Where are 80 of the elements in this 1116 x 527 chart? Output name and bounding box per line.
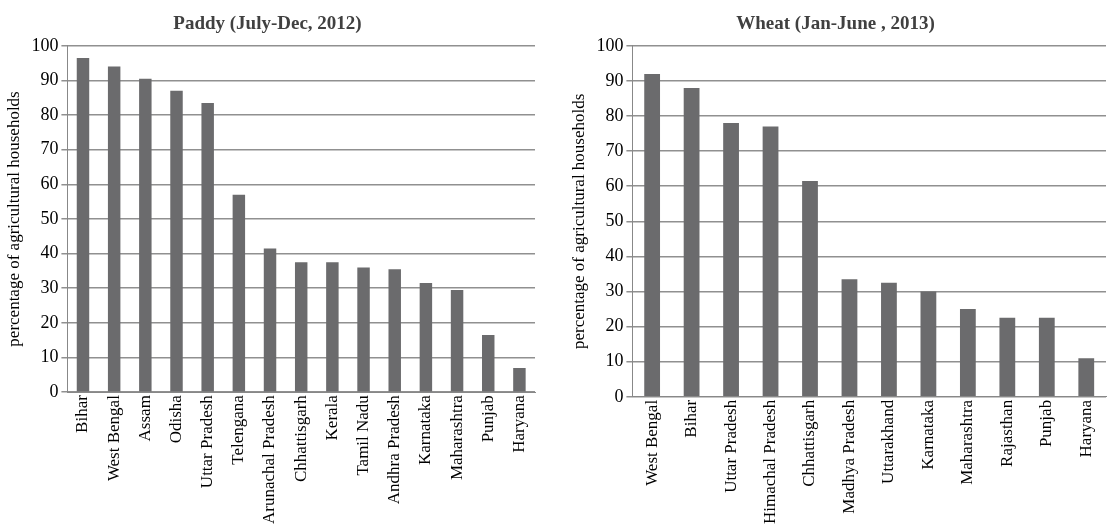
x-tick-label: Arunachal Pradesh	[259, 394, 279, 525]
x-tick-label: Maharashtra	[957, 399, 977, 485]
x-tick-label: Andhra Pradesh	[384, 394, 404, 505]
bar	[107, 66, 121, 392]
bar	[762, 126, 779, 397]
x-tick-label: Maharashtra	[446, 394, 466, 481]
x-tick-label: Bihar	[681, 399, 701, 438]
y-tick-label: 20	[40, 311, 59, 332]
y-tick-label: 50	[605, 210, 624, 231]
x-tick-label: Chhattisgarh	[290, 394, 310, 483]
x-tick-label: Haryana	[508, 394, 528, 453]
bar	[419, 283, 433, 392]
y-tick-label: 50	[40, 207, 59, 228]
bar	[841, 279, 858, 397]
x-tick-label: West Bengal	[103, 394, 123, 482]
y-tick-label: 80	[40, 103, 59, 124]
y-tick-label: 100	[31, 34, 59, 55]
y-tick-label: 70	[40, 138, 59, 159]
y-tick-label: 0	[49, 380, 59, 401]
y-tick-label: 30	[605, 280, 624, 301]
y-tick-label: 40	[605, 245, 624, 266]
x-tick-label: Uttarakhand	[878, 399, 898, 484]
chart-title: Wheat (Jan-June , 2013)	[736, 12, 935, 35]
bar	[76, 57, 90, 392]
bar	[450, 289, 464, 392]
bar	[170, 90, 183, 392]
bar	[723, 123, 739, 397]
y-tick-label: 20	[605, 315, 624, 336]
bar	[513, 367, 526, 392]
y-axis-title: percentage of agricultural households	[568, 93, 588, 350]
bar	[920, 291, 937, 397]
bar	[139, 78, 152, 392]
x-tick-label: Himachal Pradesh	[760, 399, 779, 524]
bar	[959, 309, 976, 397]
x-tick-label: Kerala	[321, 394, 341, 441]
x-tick-label: Telengana	[228, 394, 248, 465]
x-tick-label: Chhattisgarh	[799, 399, 819, 487]
bar	[201, 102, 214, 392]
y-tick-label: 10	[605, 350, 624, 371]
y-tick-label: 30	[40, 276, 59, 297]
bar	[326, 262, 339, 392]
x-tick-label: Assam	[134, 395, 154, 442]
x-tick-label: Punjab	[1036, 399, 1056, 448]
bar	[683, 87, 700, 397]
bar	[263, 248, 277, 392]
x-tick-label: Haryana	[1075, 399, 1095, 458]
bar	[644, 73, 661, 397]
x-tick-label: Karnataka	[917, 399, 937, 470]
y-tick-label: 90	[605, 69, 624, 90]
x-tick-label: Madhya Pradesh	[838, 399, 858, 514]
y-tick-label: 60	[40, 173, 59, 194]
bar	[388, 269, 401, 392]
y-tick-label: 0	[614, 385, 624, 406]
x-tick-label: Rajasthan	[996, 399, 1016, 467]
bar	[482, 334, 495, 392]
y-tick-label: 60	[605, 174, 624, 195]
y-tick-label: 90	[40, 69, 59, 90]
y-tick-label: 100	[596, 34, 624, 55]
x-tick-label: Odisha	[165, 394, 185, 444]
bar	[1038, 317, 1055, 397]
y-tick-label: 80	[605, 104, 624, 125]
x-tick-label: Punjab	[477, 395, 497, 443]
y-tick-label: 10	[40, 346, 59, 367]
bar	[1078, 358, 1095, 397]
bar	[802, 180, 818, 397]
bar	[232, 194, 246, 392]
y-axis-title: percentage of agricultural households	[3, 91, 23, 347]
x-tick-label: Uttar Pradesh	[197, 394, 217, 489]
x-tick-label: Uttar Pradesh	[720, 399, 740, 493]
bar	[357, 267, 370, 392]
x-tick-label: Tamil Nadu	[353, 394, 373, 476]
y-tick-label: 40	[40, 242, 59, 263]
y-tick-label: 70	[605, 139, 624, 160]
bar	[881, 282, 897, 397]
x-tick-label: Karnataka	[415, 394, 435, 465]
x-tick-label: Bihar	[72, 394, 92, 433]
x-tick-label: West Bengal	[641, 399, 661, 486]
chart-title: Paddy (July-Dec, 2012)	[173, 12, 362, 35]
bar	[999, 317, 1016, 397]
bar	[294, 262, 308, 392]
